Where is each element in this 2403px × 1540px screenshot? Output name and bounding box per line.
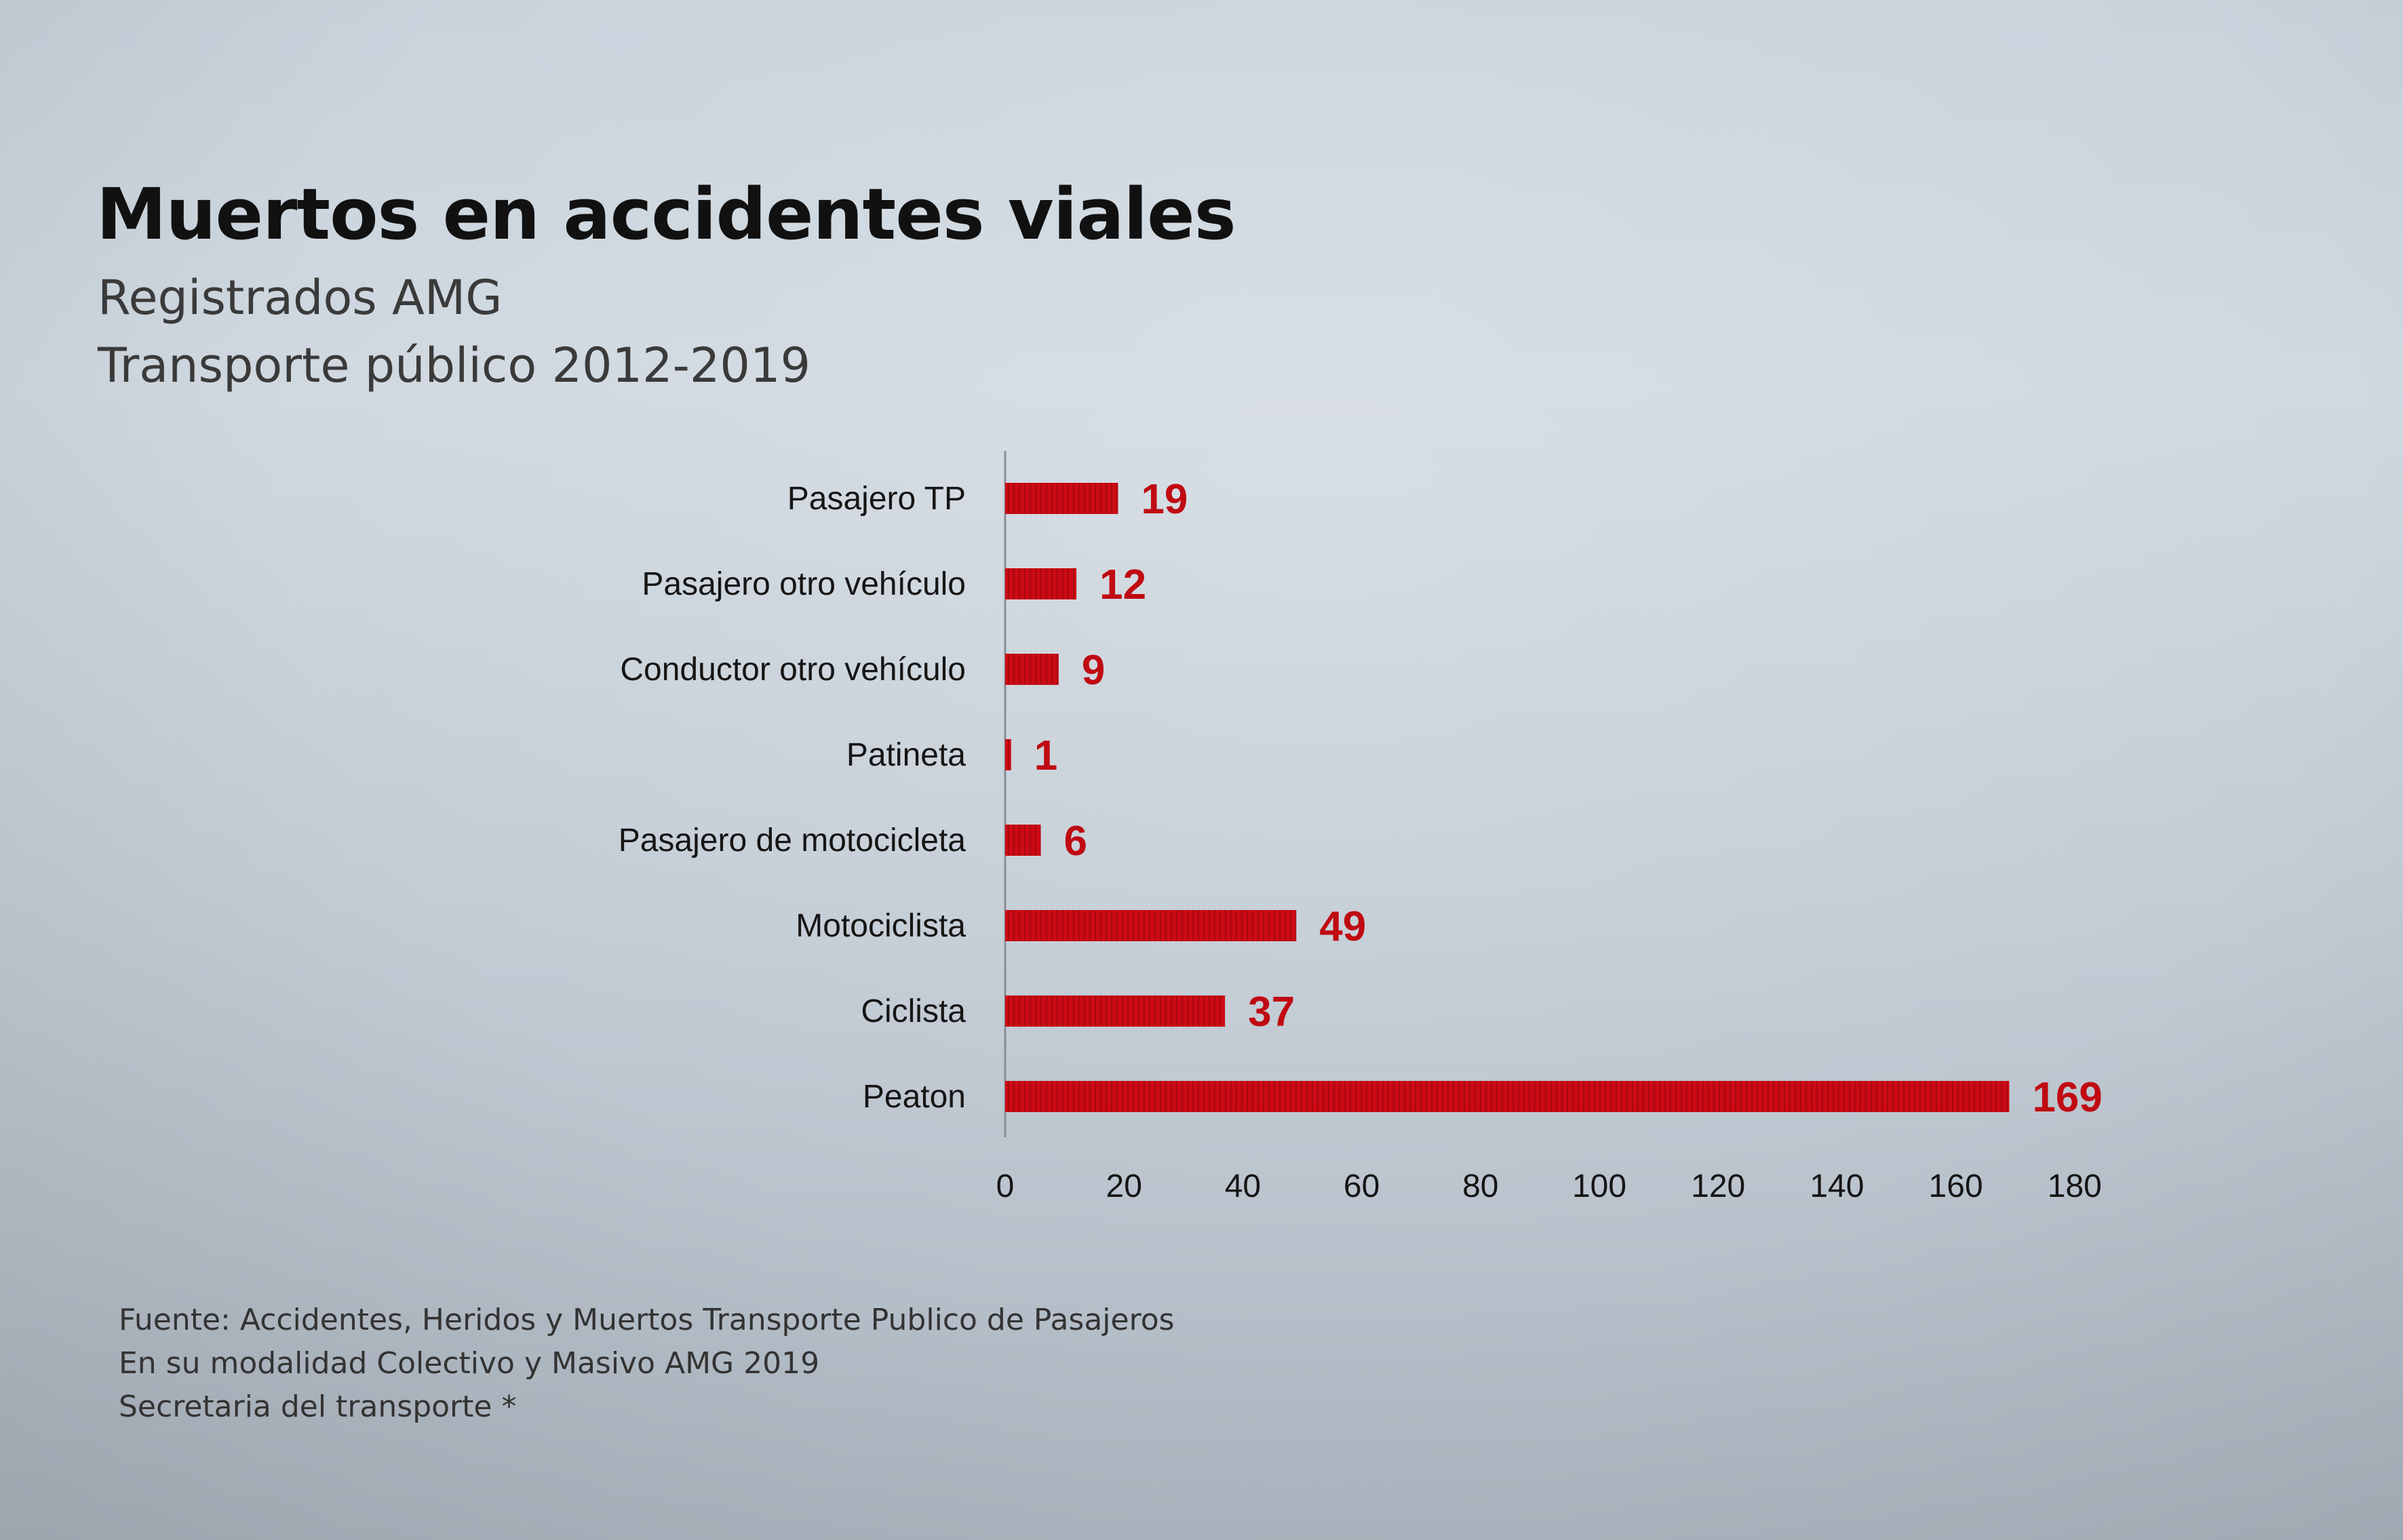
data-label: 19 bbox=[1141, 476, 1188, 523]
category-label: Peaton bbox=[863, 1079, 966, 1115]
x-tick-label: 180 bbox=[2048, 1168, 2102, 1204]
x-tick-label: 100 bbox=[1572, 1168, 1626, 1204]
x-tick-label: 140 bbox=[1810, 1168, 1864, 1204]
bar bbox=[1005, 910, 1297, 941]
footer-line-1: Fuente: Accidentes, Heridos y Muertos Tr… bbox=[119, 1303, 1175, 1337]
category-label: Patineta bbox=[846, 737, 966, 773]
category-label: Pasajero otro vehículo bbox=[642, 566, 966, 602]
data-label: 6 bbox=[1064, 818, 1087, 865]
bar bbox=[1005, 483, 1118, 514]
x-tick-label: 120 bbox=[1691, 1168, 1745, 1204]
bar bbox=[1005, 654, 1059, 685]
chart-subtitle-line-1: Registrados AMG bbox=[98, 270, 503, 325]
footer-line-3: Secretaria del transporte * bbox=[119, 1389, 517, 1424]
footer-line-2: En su modalidad Colectivo y Masivo AMG 2… bbox=[119, 1346, 820, 1381]
bar bbox=[1005, 995, 1226, 1027]
x-tick-label: 0 bbox=[996, 1168, 1015, 1204]
data-label: 169 bbox=[2032, 1074, 2102, 1121]
bar bbox=[1005, 1081, 2010, 1112]
source-footer: Fuente: Accidentes, Heridos y Muertos Tr… bbox=[119, 1299, 1175, 1429]
chart-title: Muertos en accidentes viales bbox=[96, 173, 1236, 256]
x-tick-label: 40 bbox=[1225, 1168, 1261, 1204]
category-label: Pasajero TP bbox=[787, 481, 966, 517]
x-tick-label: 80 bbox=[1462, 1168, 1498, 1204]
bar bbox=[1005, 825, 1041, 856]
x-tick-label: 20 bbox=[1106, 1168, 1142, 1204]
category-label: Ciclista bbox=[861, 993, 966, 1029]
x-tick-label: 60 bbox=[1344, 1168, 1380, 1204]
data-label: 9 bbox=[1082, 647, 1105, 694]
category-label: Conductor otro vehículo bbox=[620, 652, 966, 688]
category-label: Pasajero de motocicleta bbox=[619, 823, 966, 858]
category-label: Motociclista bbox=[796, 908, 966, 944]
data-label: 12 bbox=[1099, 561, 1146, 608]
x-tick-label: 160 bbox=[1929, 1168, 1983, 1204]
data-label: 37 bbox=[1248, 989, 1295, 1035]
chart-subtitle-line-2: Transporte público 2012-2019 bbox=[98, 338, 811, 393]
data-label: 49 bbox=[1319, 903, 1366, 950]
data-label: 1 bbox=[1034, 732, 1057, 779]
bar bbox=[1005, 568, 1077, 599]
bar bbox=[1005, 739, 1011, 770]
